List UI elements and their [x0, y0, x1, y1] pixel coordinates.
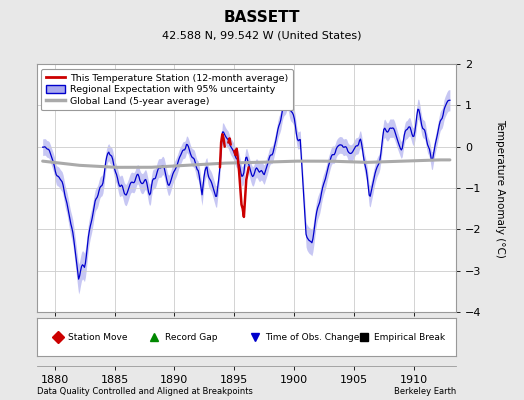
- Text: 42.588 N, 99.542 W (United States): 42.588 N, 99.542 W (United States): [162, 30, 362, 40]
- Legend: This Temperature Station (12-month average), Regional Expectation with 95% uncer: This Temperature Station (12-month avera…: [41, 69, 293, 110]
- Text: Time of Obs. Change: Time of Obs. Change: [265, 332, 359, 342]
- Text: Station Move: Station Move: [68, 332, 128, 342]
- Text: Record Gap: Record Gap: [165, 332, 217, 342]
- Text: BASSETT: BASSETT: [224, 10, 300, 25]
- Y-axis label: Temperature Anomaly (°C): Temperature Anomaly (°C): [495, 118, 505, 258]
- Text: Berkeley Earth: Berkeley Earth: [394, 387, 456, 396]
- Text: Empirical Break: Empirical Break: [374, 332, 445, 342]
- Text: Data Quality Controlled and Aligned at Breakpoints: Data Quality Controlled and Aligned at B…: [37, 387, 253, 396]
